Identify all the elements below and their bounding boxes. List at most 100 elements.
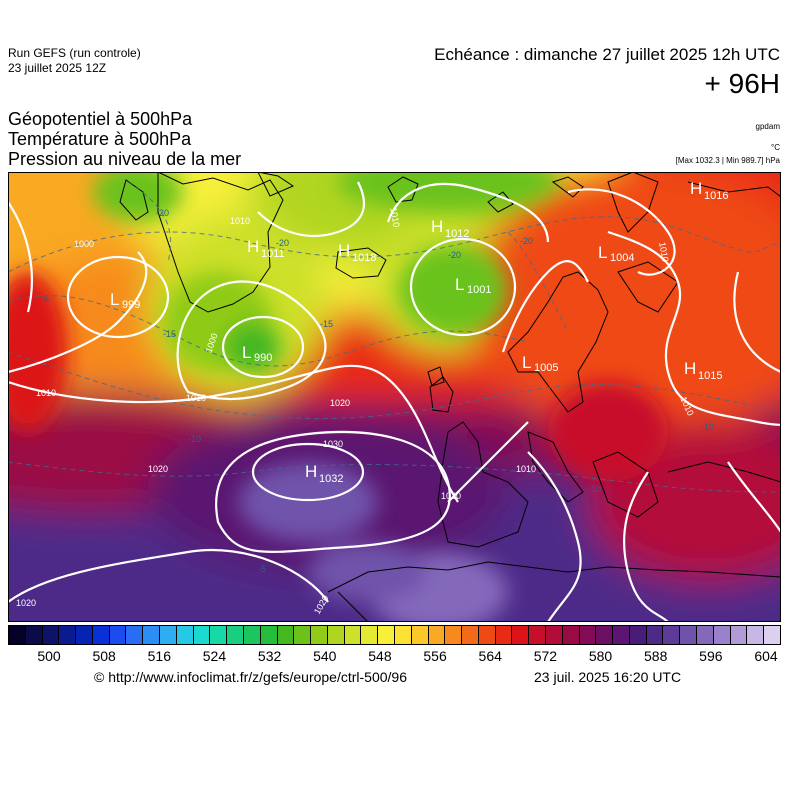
isobar-label: 1010 bbox=[186, 393, 206, 403]
svg-text:1018: 1018 bbox=[352, 252, 376, 264]
color-swatch bbox=[411, 626, 429, 644]
color-scale-tick-label: 532 bbox=[257, 648, 282, 664]
isobar-label: 1010 bbox=[388, 207, 401, 228]
color-swatch bbox=[764, 626, 780, 644]
svg-text:L: L bbox=[598, 243, 607, 262]
svg-text:1001: 1001 bbox=[467, 284, 491, 296]
color-swatch bbox=[59, 626, 77, 644]
isobar-label: 1010 bbox=[230, 216, 250, 226]
isotherm-label: -15 bbox=[320, 319, 333, 329]
parameter-geopotential: Géopotentiel à 500hPa bbox=[8, 109, 193, 129]
weather-map-svg: 1030 1020 1020 1020 1020 1020 1010 1010 … bbox=[8, 172, 781, 622]
color-scale-bar bbox=[8, 625, 781, 645]
color-swatch bbox=[210, 626, 228, 644]
isobar-label: 1010 bbox=[36, 388, 56, 398]
svg-text:990: 990 bbox=[254, 352, 272, 364]
run-title: Run GEFS (run controle) bbox=[8, 46, 141, 60]
svg-text:1004: 1004 bbox=[610, 252, 634, 264]
low-center-1005: L 1005 bbox=[522, 353, 558, 374]
color-swatch bbox=[512, 626, 530, 644]
color-swatch bbox=[562, 626, 580, 644]
color-swatch bbox=[529, 626, 546, 644]
high-center-1018: H 1018 bbox=[338, 241, 376, 264]
isotherm-label: -15 bbox=[163, 329, 176, 339]
color-scale-ticks: 500 508 516 524 532 540 548 556 564 572 580 588 596 6… bbox=[0, 648, 788, 666]
color-swatch bbox=[176, 626, 194, 644]
color-scale-tick-label: 500 bbox=[37, 648, 61, 664]
color-swatch bbox=[42, 626, 60, 644]
color-swatch bbox=[730, 626, 748, 644]
color-swatch bbox=[243, 626, 261, 644]
high-center-1016: H 1016 bbox=[690, 179, 728, 202]
svg-text:H: H bbox=[247, 237, 259, 256]
color-scale-tick-label: 596 bbox=[699, 648, 723, 664]
pressure-centers: H 1032 H 1016 H 1015 H 1012 H 1011 H 101… bbox=[110, 179, 728, 485]
svg-text:H: H bbox=[338, 241, 350, 260]
svg-text:1015: 1015 bbox=[698, 370, 722, 382]
color-swatch bbox=[143, 626, 161, 644]
isotherm-label: -10 bbox=[588, 484, 601, 494]
color-swatch bbox=[25, 626, 43, 644]
color-swatch bbox=[394, 626, 412, 644]
isobar-label: 1020 bbox=[330, 398, 350, 408]
color-swatch bbox=[260, 626, 278, 644]
isotherm-label: -15 bbox=[36, 294, 49, 304]
isotherm-label: -20 bbox=[156, 208, 169, 218]
color-swatch bbox=[9, 626, 26, 644]
color-swatch bbox=[160, 626, 177, 644]
isotherm-label: -20 bbox=[448, 250, 461, 260]
color-scale-tick-label: 516 bbox=[147, 648, 171, 664]
color-swatch bbox=[697, 626, 714, 644]
svg-text:H: H bbox=[690, 179, 702, 198]
color-swatch bbox=[277, 626, 295, 644]
svg-text:L: L bbox=[242, 343, 251, 362]
isobar-label: 1020 bbox=[148, 464, 168, 474]
pressure-range: [Max 1032.3 | Min 989.7] hPa bbox=[675, 156, 780, 165]
color-swatch bbox=[495, 626, 513, 644]
color-swatch bbox=[629, 626, 647, 644]
unit-temperature: °C bbox=[771, 143, 780, 152]
svg-text:1016: 1016 bbox=[704, 190, 728, 202]
svg-text:L: L bbox=[455, 275, 464, 294]
high-center-1011: H 1011 bbox=[247, 237, 285, 260]
isobar-label: 1010 bbox=[657, 241, 670, 262]
lead-time: + 96H bbox=[704, 68, 781, 99]
isobar-label: 1000 bbox=[74, 239, 94, 249]
color-scale-tick-label: 556 bbox=[423, 648, 447, 664]
svg-text:L: L bbox=[522, 353, 531, 372]
color-swatch bbox=[227, 626, 244, 644]
svg-text:H: H bbox=[305, 462, 317, 481]
svg-text:H: H bbox=[684, 359, 696, 378]
low-center-1004: L 1004 bbox=[598, 243, 634, 264]
color-swatch bbox=[546, 626, 563, 644]
weather-map: 1030 1020 1020 1020 1020 1020 1010 1010 … bbox=[8, 172, 781, 622]
color-swatch bbox=[613, 626, 630, 644]
color-swatch bbox=[428, 626, 446, 644]
isotherm-label: -20 bbox=[276, 238, 289, 248]
parameter-pressure: Pression au niveau de la mer bbox=[8, 149, 242, 169]
color-scale-tick-label: 540 bbox=[313, 648, 337, 664]
isobar-label: 1020 bbox=[441, 491, 461, 501]
low-center-999: L 999 bbox=[110, 290, 140, 311]
high-center-1032: H 1032 bbox=[305, 462, 343, 485]
low-center-990: L 990 bbox=[242, 343, 272, 364]
color-swatch bbox=[294, 626, 312, 644]
high-center-1015: H 1015 bbox=[684, 359, 722, 382]
color-swatch bbox=[378, 626, 395, 644]
isotherm-label: -10 bbox=[701, 422, 714, 432]
isotherm-label: -5 bbox=[258, 564, 266, 574]
color-swatch bbox=[646, 626, 664, 644]
isotherm-labels: -20 -20 -20 -20 -15 -15 -15 -10 -10 -10 … bbox=[36, 208, 714, 574]
high-center-1012: H 1012 bbox=[431, 217, 469, 240]
color-swatch bbox=[663, 626, 681, 644]
color-scale-tick-label: 572 bbox=[533, 648, 558, 664]
color-swatch bbox=[361, 626, 379, 644]
parameter-temperature: Température à 500hPa bbox=[8, 129, 192, 149]
color-scale-tick-label: 564 bbox=[478, 648, 502, 664]
map-frame bbox=[8, 172, 781, 622]
svg-text:999: 999 bbox=[122, 299, 140, 311]
color-swatch bbox=[126, 626, 144, 644]
color-swatch bbox=[713, 626, 731, 644]
color-swatch bbox=[747, 626, 765, 644]
color-swatch bbox=[76, 626, 93, 644]
